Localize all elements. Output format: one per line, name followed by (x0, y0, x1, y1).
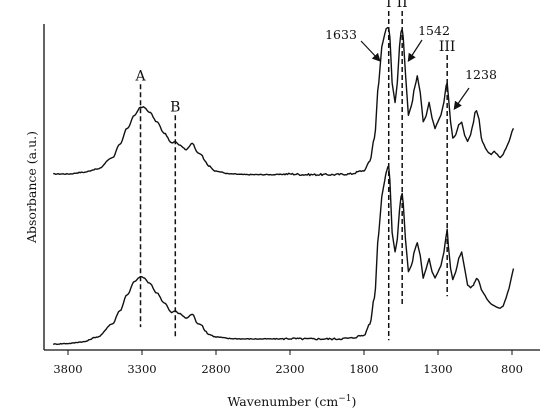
marker-label-B: B (170, 99, 180, 115)
marker-label-A: A (134, 68, 146, 84)
peak-arrow-1542 (407, 39, 423, 63)
y-axis-title: Absorbance (a.u.) (24, 131, 39, 244)
x-tick-label-1300: 1300 (423, 362, 452, 376)
marker-label-II: II (397, 0, 408, 11)
x-tick-label-1800: 1800 (349, 362, 378, 376)
x-axis-title: Wavenumber (cm−1) (228, 394, 357, 409)
marker-label-III: III (439, 39, 456, 55)
x-tick-label-2300: 2300 (275, 362, 304, 376)
peak-label-1238: 1238 (465, 67, 497, 82)
spectrum-line-2 (52, 165, 515, 346)
series-layer (52, 26, 515, 346)
x-tick-label-800: 800 (501, 362, 523, 376)
x-axis-title-sup: −1 (338, 394, 351, 404)
peak-label-1633: 1633 (325, 27, 357, 42)
x-ticks: 3800 3300 2800 2300 1800 1300 800 (53, 350, 523, 376)
marker-label-I: I (386, 0, 392, 11)
x-axis-title-main: Wavenumber (cm (228, 394, 339, 409)
x-axis-title-close: ) (352, 394, 357, 409)
peak-label-1542: 1542 (418, 23, 450, 38)
x-tick-label-2800: 2800 (201, 362, 230, 376)
x-tick-label-3800: 3800 (53, 362, 82, 376)
peak-arrow-1238 (453, 87, 470, 110)
x-tick-label-3300: 3300 (127, 362, 156, 376)
peak-arrow-1633 (360, 40, 381, 62)
spectrum-line-1 (53, 26, 515, 177)
